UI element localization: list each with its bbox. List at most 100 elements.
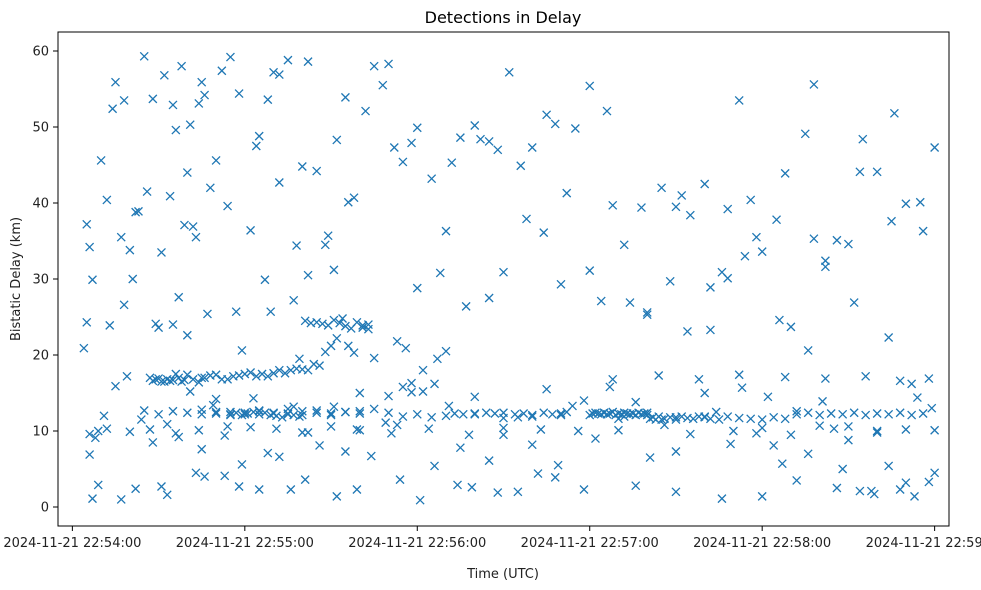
data-point: [723, 204, 733, 214]
data-point: [326, 409, 336, 418]
data-point: [168, 406, 178, 416]
x-tick-label: 2024-11-21 22:54:00: [3, 536, 141, 551]
data-point: [418, 387, 428, 396]
data-point: [251, 141, 261, 151]
data-point: [728, 426, 738, 436]
data-point: [157, 377, 166, 387]
data-point: [737, 383, 747, 393]
data-point: [726, 439, 736, 449]
data-point: [197, 373, 207, 383]
data-point: [263, 448, 273, 458]
data-point: [93, 480, 103, 490]
data-point: [412, 123, 422, 133]
data-point: [180, 220, 189, 230]
data-point: [260, 275, 270, 285]
data-point: [619, 240, 629, 250]
data-point: [484, 293, 494, 303]
data-point: [803, 345, 813, 355]
data-point: [197, 77, 207, 87]
data-point: [320, 240, 330, 250]
data-point: [220, 471, 230, 481]
data-point: [522, 214, 531, 224]
data-point: [441, 411, 451, 421]
data-point: [231, 307, 241, 317]
data-point: [366, 451, 376, 461]
data-point: [349, 193, 359, 203]
data-point: [927, 403, 937, 413]
data-point: [102, 424, 112, 434]
data-point: [211, 409, 221, 418]
data-point: [343, 197, 353, 207]
data-point: [332, 491, 342, 501]
y-axis: 0 10 20 30 40 50 60: [32, 45, 58, 516]
data-point: [510, 409, 520, 419]
data-point: [780, 168, 790, 178]
data-point: [542, 384, 552, 394]
data-point: [234, 482, 244, 491]
data-point: [326, 341, 336, 351]
data-point: [251, 371, 261, 381]
data-point: [119, 300, 129, 310]
data-point: [88, 275, 97, 285]
data-point: [700, 179, 710, 189]
data-point: [746, 195, 756, 205]
data-point: [271, 424, 281, 434]
marks-layer: [79, 51, 940, 505]
x-axis-label: Time (UTC): [466, 567, 539, 582]
data-point: [774, 315, 784, 325]
data-point: [855, 486, 865, 496]
data-point: [539, 408, 549, 418]
data-point: [453, 480, 462, 490]
data-point: [556, 410, 566, 420]
data-point: [467, 482, 477, 492]
data-point: [384, 391, 393, 401]
data-point: [757, 491, 767, 501]
data-point: [527, 143, 537, 152]
data-point: [111, 381, 120, 391]
data-point: [809, 234, 819, 244]
data-point: [444, 401, 454, 411]
data-point: [504, 67, 514, 77]
data-point: [895, 408, 905, 418]
data-point: [723, 273, 733, 283]
data-point: [329, 315, 339, 325]
data-point: [369, 404, 379, 414]
data-point: [688, 414, 698, 424]
data-point: [924, 477, 934, 487]
data-point: [182, 168, 192, 178]
data-point: [343, 341, 353, 351]
data-point: [682, 326, 692, 336]
data-point: [335, 318, 345, 328]
data-point: [907, 379, 917, 389]
data-point: [217, 66, 227, 76]
data-point: [527, 410, 537, 420]
data-point: [266, 307, 276, 317]
data-point: [136, 415, 146, 425]
x-axis: 2024-11-21 22:54:00 2024-11-21 22:55:00 20…: [3, 526, 981, 551]
data-point: [171, 428, 181, 438]
data-point: [197, 405, 207, 415]
data-point: [605, 409, 615, 418]
data-point: [803, 449, 813, 459]
data-point: [85, 429, 95, 439]
data-point: [912, 393, 922, 403]
data-point: [159, 70, 169, 80]
data-point: [832, 483, 842, 493]
data-point: [174, 432, 184, 442]
data-point: [734, 370, 744, 380]
data-point: [398, 382, 408, 392]
data-point: [257, 369, 267, 379]
data-point: [326, 421, 336, 431]
data-point: [665, 276, 675, 286]
data-point: [895, 376, 905, 386]
data-point: [849, 408, 859, 418]
data-point: [553, 460, 563, 470]
data-point: [930, 468, 940, 478]
data-point: [861, 410, 871, 420]
data-point: [872, 426, 882, 436]
data-point: [826, 409, 836, 418]
data-point: [105, 320, 115, 330]
data-point: [435, 268, 445, 278]
data-point: [513, 487, 523, 497]
